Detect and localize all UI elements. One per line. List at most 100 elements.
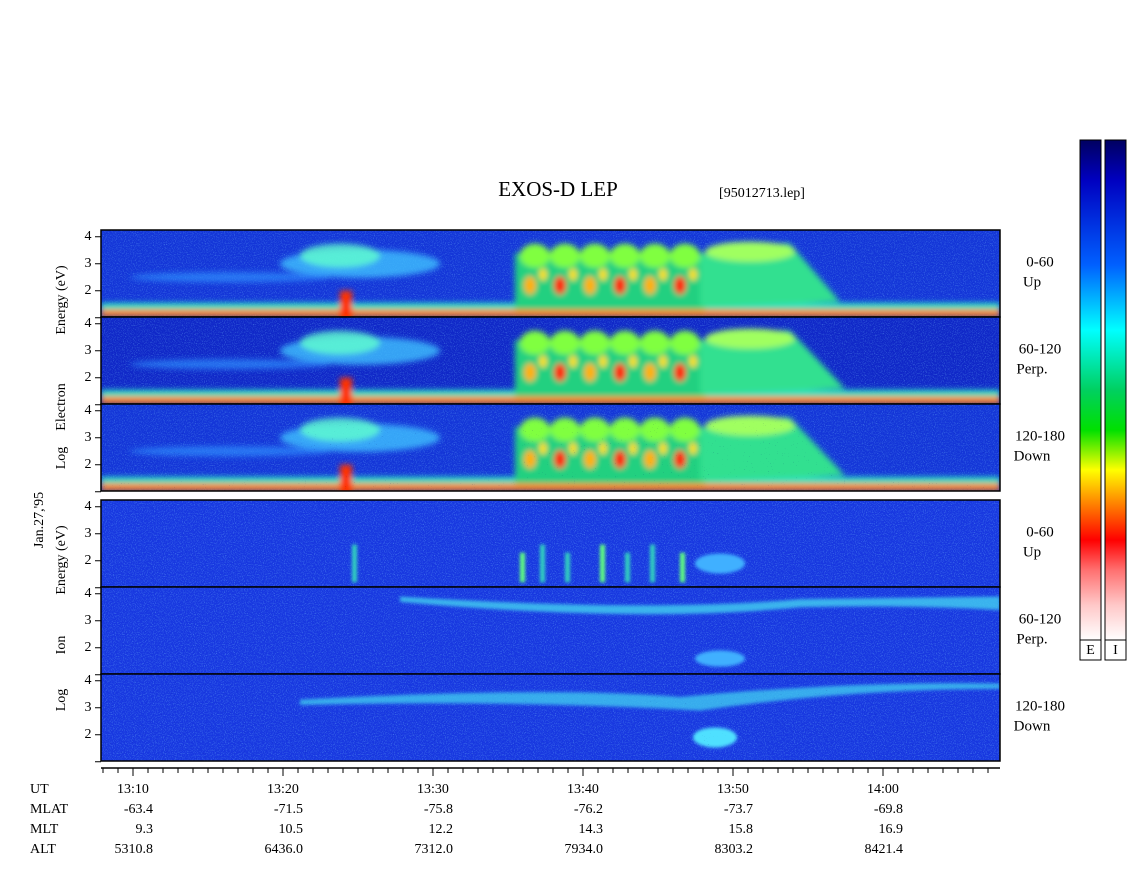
spot (554, 276, 566, 295)
y-tick-label: 4 (85, 403, 92, 418)
y-tick-label: 2 (85, 640, 92, 655)
spot (524, 276, 536, 295)
arc (300, 330, 380, 355)
row-value: 8421.4 (865, 842, 904, 857)
arch (550, 330, 580, 355)
y-tick-label: 4 (85, 229, 92, 244)
noise (101, 500, 1000, 587)
spot (599, 355, 607, 368)
band (101, 309, 1000, 317)
row-value: 14.3 (579, 822, 604, 837)
spectrogram (101, 587, 1000, 674)
direction-label: Up (1023, 544, 1041, 560)
axis-label: Ion (54, 636, 69, 655)
colorbar-label: I (1113, 643, 1118, 658)
spectrogram (101, 674, 1000, 761)
colorbar-label-box (1079, 639, 1102, 661)
streak (520, 552, 525, 583)
arch (610, 243, 640, 268)
plateau-top (705, 328, 795, 349)
spot (569, 355, 577, 368)
spot (614, 363, 626, 382)
spot (689, 268, 697, 281)
row-value: 12.2 (429, 822, 454, 837)
arch (670, 243, 700, 268)
spot (569, 268, 577, 281)
spot (659, 355, 667, 368)
row-value: -73.7 (724, 802, 753, 817)
arch (550, 243, 580, 268)
spike (340, 377, 352, 404)
row-value: -71.5 (274, 802, 303, 817)
direction-label: Perp. (1016, 361, 1047, 377)
spectrogram (101, 317, 1000, 404)
y-tick-label: 3 (85, 700, 92, 715)
dark-speckle (101, 404, 1000, 491)
frame (100, 403, 1001, 492)
frame (100, 673, 1001, 762)
spectrograms: 0-60 Up 2 3 4 60-120 Perp. 2 3 4 120-180 Down 2 3 4 Log… (54, 229, 1065, 763)
spot (689, 355, 697, 368)
spot (554, 363, 566, 382)
y-tick-label: 2 (85, 727, 92, 742)
spot (674, 363, 686, 382)
axis-label: Electron (54, 383, 69, 430)
colorbar-label: E (1086, 643, 1095, 658)
streak (540, 544, 545, 583)
arch (640, 330, 670, 355)
row-value: 16.9 (879, 822, 904, 837)
y-tick-label: 3 (85, 343, 92, 358)
y-tick-label: 2 (85, 283, 92, 298)
arch (520, 243, 550, 268)
arch (610, 330, 640, 355)
row-value: -63.4 (124, 802, 153, 817)
y-tick-label: 3 (85, 526, 92, 541)
spot (629, 268, 637, 281)
streak (352, 544, 357, 583)
angle-label: 0-60 (1026, 524, 1054, 540)
y-tick-label: 2 (85, 457, 92, 472)
spot (614, 276, 626, 295)
row-value: 8303.2 (715, 842, 754, 857)
axis-label: Log (54, 689, 69, 712)
row-value: 9.3 (136, 822, 154, 837)
spot (629, 355, 637, 368)
spot (539, 355, 547, 368)
title: EXOS-D LEP (498, 177, 618, 201)
features (101, 328, 1000, 404)
row-value: 15.8 (729, 822, 754, 837)
angle-label: 120-180 (1015, 698, 1065, 714)
arch (580, 243, 610, 268)
arc (130, 359, 330, 370)
row-value: 6436.0 (265, 842, 304, 857)
streak (680, 552, 685, 583)
spot (584, 363, 596, 382)
row-value: 10.5 (279, 822, 304, 837)
spectrogram (101, 404, 1000, 491)
row-value: -76.2 (574, 802, 603, 817)
axis-label: Energy (eV) (54, 525, 69, 595)
direction-label: Down (1014, 448, 1051, 464)
colorbar (1104, 139, 1127, 641)
row-label: MLT (30, 822, 59, 837)
arch (520, 330, 550, 355)
spectrogram (101, 230, 1000, 317)
arc (130, 272, 330, 283)
spot (644, 363, 656, 382)
features (400, 596, 1000, 667)
direction-label: Down (1014, 718, 1051, 734)
colorbar (1079, 139, 1102, 641)
direction-label: Up (1023, 274, 1041, 290)
row-value: 7934.0 (565, 842, 604, 857)
file-name: [95012713.lep] (719, 186, 805, 201)
y-tick-label: 3 (85, 613, 92, 628)
spot (659, 268, 667, 281)
spot (584, 276, 596, 295)
y-tick-label: 4 (85, 316, 92, 331)
date: Jan.27,'95 (32, 492, 47, 548)
time-label: 13:30 (417, 782, 449, 797)
time-label: 13:50 (717, 782, 749, 797)
y-tick-label: 2 (85, 370, 92, 385)
time-label: 13:20 (267, 782, 299, 797)
